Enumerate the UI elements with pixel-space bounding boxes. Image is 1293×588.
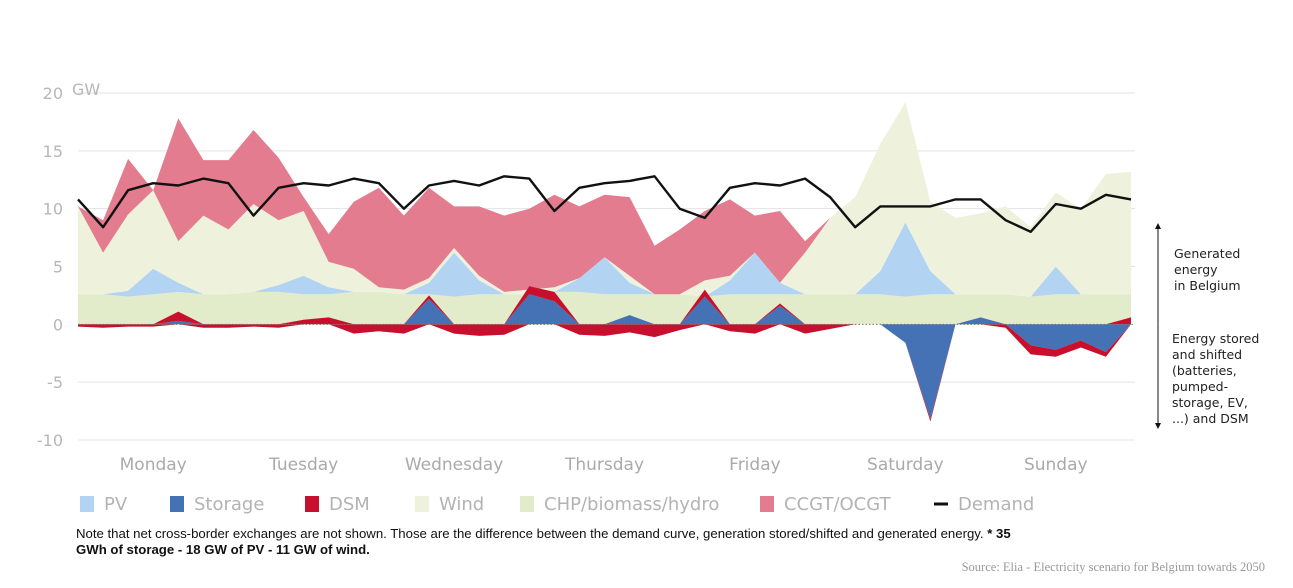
stored-label-line: storage, EV, [1172, 395, 1248, 410]
demand-line [77, 175, 1132, 233]
legend-swatch [520, 496, 534, 512]
legend-swatch [80, 496, 94, 512]
area-storage-negative [78, 324, 1131, 420]
day-label: Wednesday [405, 455, 503, 475]
note-bold: * 35 GWh of storage - 18 GW of PV - 11 G… [76, 526, 1011, 557]
day-label: Sunday [1024, 455, 1088, 475]
y-tick-label: 5 [53, 258, 63, 277]
stored-label-line: pumped- [1172, 379, 1228, 394]
source-label: Source: Elia - Electricity scenario for … [961, 560, 1265, 574]
area-ccgt-ocgt [78, 102, 1131, 295]
generated-label-line: Generated [1174, 246, 1240, 261]
area-wind [78, 102, 1131, 297]
legend-swatch [760, 496, 774, 512]
note-text: Note that net cross-border exchanges are… [76, 526, 988, 541]
day-label: Tuesday [268, 455, 338, 475]
legend-label: CCGT/OCGT [784, 494, 892, 515]
stored-label-line: ...) and DSM [1172, 411, 1249, 426]
day-label: Monday [120, 455, 187, 475]
legend-label: PV [104, 494, 128, 515]
day-label: Saturday [867, 455, 944, 475]
legend-label: DSM [329, 494, 370, 515]
legend-swatch [415, 496, 429, 512]
y-tick-label: 15 [43, 142, 63, 161]
y-unit-label: GW [72, 80, 100, 99]
legend-label: Wind [439, 494, 484, 515]
generated-label-line: energy [1174, 262, 1218, 277]
legend: PV Storage DSM Wind CHP/biomass/hydro CCGT/OC… [80, 494, 1034, 515]
stored-label-line: and shifted [1172, 347, 1242, 362]
stored-label-line: (batteries, [1172, 363, 1237, 378]
legend-swatch [170, 496, 184, 512]
day-label: Thursday [564, 455, 644, 475]
y-tick-label: 20 [43, 84, 63, 103]
x-day-labels: Monday Tuesday Wednesday Thursday Friday Satu… [120, 455, 1088, 475]
legend-label: Demand [958, 494, 1034, 515]
generated-label-line: in Belgium [1174, 278, 1241, 293]
legend-swatch [305, 496, 319, 512]
area-chp-biomass-hydro [78, 291, 1131, 325]
chart-note: Note that net cross-border exchanges are… [76, 526, 1016, 558]
area-dsm-positive [78, 286, 1131, 325]
y-tick-label: -5 [47, 373, 63, 392]
area-dsm-negative [78, 324, 1131, 422]
stored-label-line: Energy stored [1172, 331, 1259, 346]
area-pv [78, 222, 1131, 297]
y-tick-label: -10 [37, 431, 63, 450]
day-label: Friday [729, 455, 781, 475]
legend-label: Storage [194, 494, 264, 515]
y-tick-label: 0 [53, 315, 63, 334]
y-tick-label: 10 [43, 200, 63, 219]
y-tick-labels: 20 15 10 5 0 -5 -10 [37, 84, 63, 450]
legend-label: CHP/biomass/hydro [544, 494, 719, 515]
